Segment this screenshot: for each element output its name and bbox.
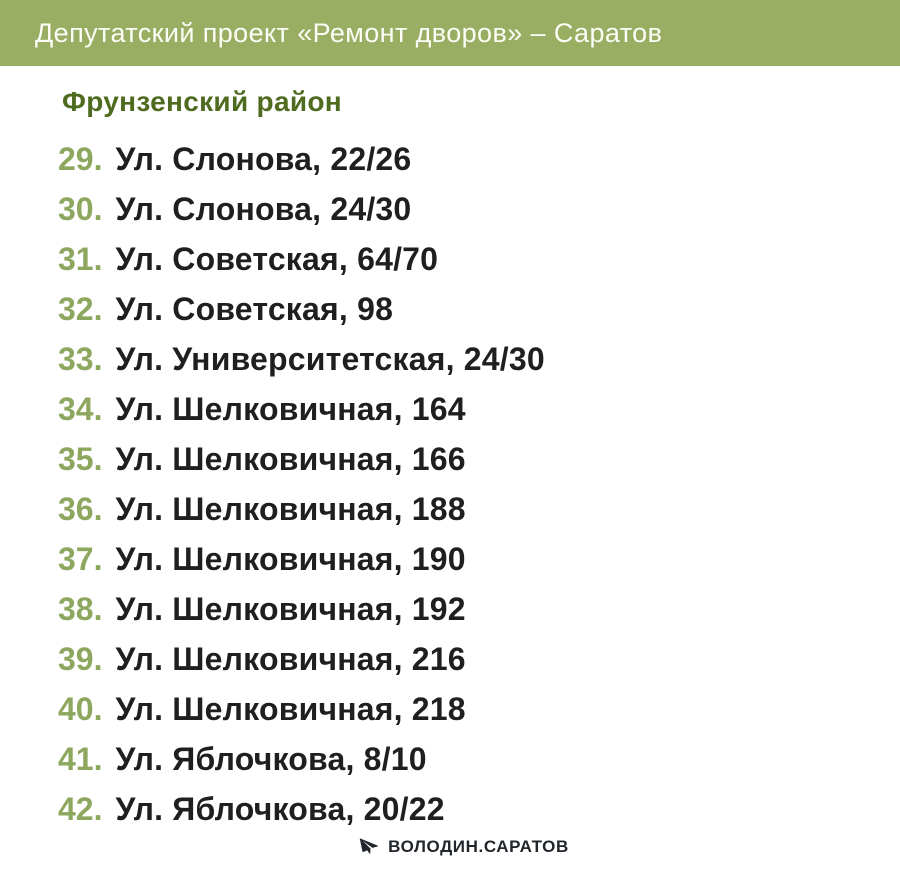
item-number: 35. [58, 441, 103, 477]
list-item: 30. Ул. Слонова, 24/30 [58, 184, 900, 234]
item-number: 30. [58, 191, 103, 227]
address-list: 29. Ул. Слонова, 22/26 30. Ул. Слонова, 24… [58, 134, 900, 834]
content: Фрунзенский район 29. Ул. Слонова, 22/26 … [0, 85, 900, 834]
item-address: Ул. Шелковичная, 164 [115, 391, 466, 427]
list-item: 39. Ул. Шелковичная, 216 [58, 634, 900, 684]
item-number: 34. [58, 391, 103, 427]
list-item: 40. Ул. Шелковичная, 218 [58, 684, 900, 734]
paper-plane-icon [359, 836, 380, 857]
list-item: 38. Ул. Шелковичная, 192 [58, 584, 900, 634]
item-address: Ул. Советская, 64/70 [115, 241, 439, 277]
item-number: 36. [58, 491, 103, 527]
item-address: Ул. Шелковичная, 188 [115, 491, 466, 527]
banner-title: Депутатский проект «Ремонт дворов» – Сар… [35, 17, 663, 48]
item-address: Ул. Яблочкова, 20/22 [115, 791, 445, 827]
item-address: Ул. Шелковичная, 190 [115, 541, 466, 577]
item-number: 38. [58, 591, 103, 627]
footer-brand: ВОЛОДИН.САРАТОВ [388, 836, 569, 856]
item-number: 42. [58, 791, 103, 827]
item-number: 33. [58, 341, 103, 377]
item-number: 32. [58, 291, 103, 327]
list-item: 34. Ул. Шелковичная, 164 [58, 384, 900, 434]
list-item: 29. Ул. Слонова, 22/26 [58, 134, 900, 184]
item-number: 41. [58, 741, 103, 777]
header-banner: Депутатский проект «Ремонт дворов» – Сар… [0, 0, 900, 66]
list-item: 35. Ул. Шелковичная, 166 [58, 434, 900, 484]
item-number: 31. [58, 241, 103, 277]
item-number: 40. [58, 691, 103, 727]
item-address: Ул. Шелковичная, 166 [115, 441, 466, 477]
list-item: 32. Ул. Советская, 98 [58, 284, 900, 334]
list-item: 37. Ул. Шелковичная, 190 [58, 534, 900, 584]
list-item: 36. Ул. Шелковичная, 188 [58, 484, 900, 534]
footer: ВОЛОДИН.САРАТОВ [14, 836, 900, 857]
item-address: Ул. Шелковичная, 192 [115, 591, 466, 627]
item-number: 37. [58, 541, 103, 577]
list-item: 31. Ул. Советская, 64/70 [58, 234, 900, 284]
item-number: 29. [58, 141, 103, 177]
item-address: Ул. Яблочкова, 8/10 [115, 741, 427, 777]
item-number: 39. [58, 641, 103, 677]
list-item: 33. Ул. Университетская, 24/30 [58, 334, 900, 384]
item-address: Ул. Слонова, 22/26 [115, 141, 412, 177]
item-address: Ул. Шелковичная, 216 [115, 641, 466, 677]
list-item: 42. Ул. Яблочкова, 20/22 [58, 784, 900, 834]
list-item: 41. Ул. Яблочкова, 8/10 [58, 734, 900, 784]
item-address: Ул. Университетская, 24/30 [115, 341, 545, 377]
item-address: Ул. Шелковичная, 218 [115, 691, 466, 727]
district-heading: Фрунзенский район [62, 86, 342, 117]
item-address: Ул. Советская, 98 [115, 291, 394, 327]
item-address: Ул. Слонова, 24/30 [115, 191, 412, 227]
